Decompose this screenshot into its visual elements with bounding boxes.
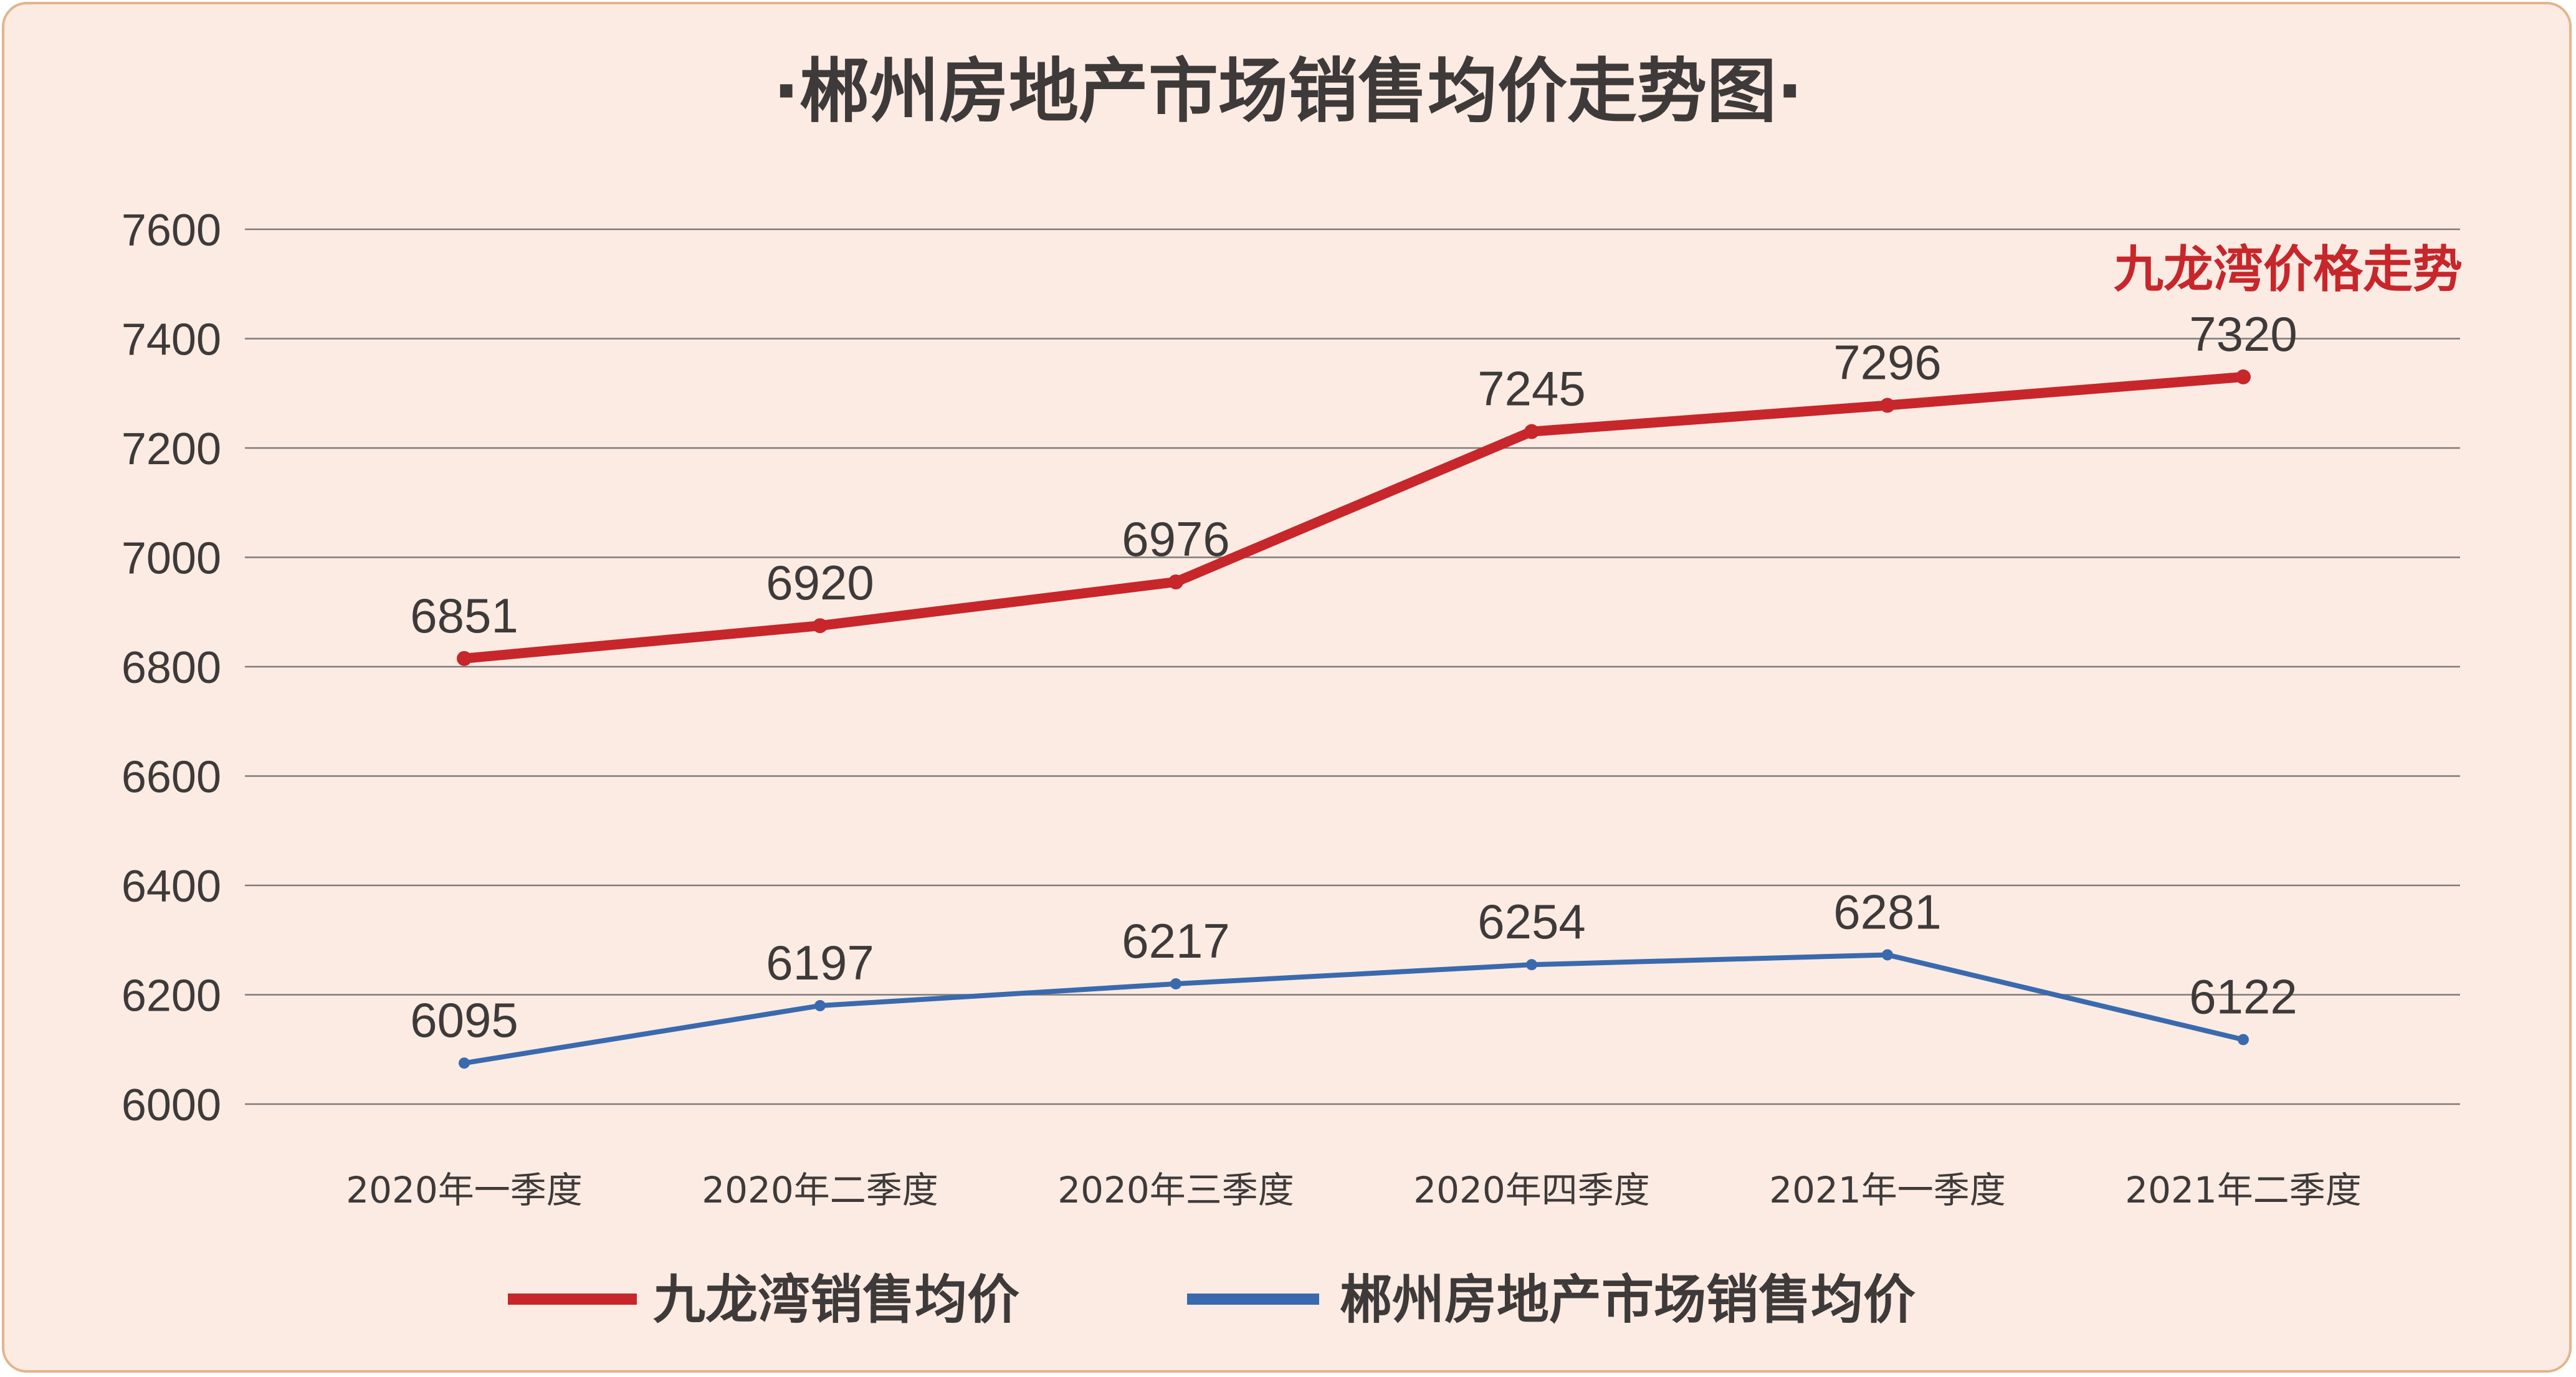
data-label: 6851 <box>410 588 518 643</box>
x-tick-label: 2020年三季度 <box>1057 1169 1294 1211</box>
x-tick-label: 2020年四季度 <box>1413 1169 1650 1211</box>
y-tick-label: 7000 <box>122 534 221 584</box>
data-label: 7296 <box>1833 335 1942 390</box>
data-label: 6281 <box>1833 884 1942 939</box>
data-point <box>459 1057 470 1069</box>
data-point <box>1880 398 1895 413</box>
x-tick-label: 2021年一季度 <box>1769 1169 2006 1211</box>
data-point <box>2238 1034 2249 1046</box>
data-label: 6217 <box>1122 913 1230 968</box>
data-point <box>814 1000 826 1012</box>
chart-title: ·郴州房地产市场销售均价走势图· <box>773 51 1803 132</box>
data-point <box>1882 949 1893 961</box>
x-tick-label: 2020年二季度 <box>702 1169 938 1211</box>
legend: 九龙湾销售均价 郴州房地产市场销售均价 <box>508 1269 1915 1330</box>
y-tick-label: 6400 <box>122 862 221 912</box>
series-line <box>459 371 2248 664</box>
data-label: 7320 <box>2189 307 2297 361</box>
data-label: 6254 <box>1477 894 1586 949</box>
legend-label: 郴州房地产市场销售均价 <box>1340 1269 1915 1330</box>
y-tick-label: 6000 <box>122 1080 221 1130</box>
y-tick-label: 6800 <box>122 643 221 693</box>
data-label: 6976 <box>1122 512 1230 566</box>
data-point <box>457 650 472 666</box>
y-tick-label: 6600 <box>122 753 221 803</box>
series-lines <box>457 369 2251 1069</box>
y-axis-ticks: 6000 6200 6400 6600 6800 7000 7200 7400 7600 <box>122 206 221 1130</box>
legend-label: 九龙湾销售均价 <box>653 1269 1019 1330</box>
data-label: 7245 <box>1477 361 1586 416</box>
y-tick-label: 7400 <box>122 315 221 365</box>
x-tick-label: 2021年二季度 <box>2125 1169 2362 1211</box>
data-point <box>1168 574 1183 589</box>
data-point <box>1524 424 1539 439</box>
data-label: 6122 <box>2189 969 2297 1024</box>
data-label: 6197 <box>766 935 874 990</box>
data-label: 6920 <box>766 555 874 610</box>
grid-lines <box>245 228 2460 1105</box>
data-labels: 6851 6920 6976 7245 7296 7320 6095 6197 6217 6254… <box>410 307 2297 1047</box>
y-tick-label: 7600 <box>122 206 221 255</box>
y-tick-label: 7200 <box>122 424 221 474</box>
series-annotation: 九龙湾价格走势 <box>2114 241 2463 298</box>
data-label: 6095 <box>410 993 518 1047</box>
x-tick-label: 2020年一季度 <box>346 1169 583 1211</box>
data-point <box>1526 959 1537 971</box>
data-point <box>1170 978 1181 989</box>
data-point <box>2236 369 2251 384</box>
y-tick-label: 6200 <box>122 971 221 1021</box>
data-point <box>813 618 828 634</box>
x-axis-ticks: 2020年一季度 2020年二季度 2020年三季度 2020年四季度 2021年一季度… <box>346 1169 2362 1211</box>
series-line <box>462 952 2246 1066</box>
